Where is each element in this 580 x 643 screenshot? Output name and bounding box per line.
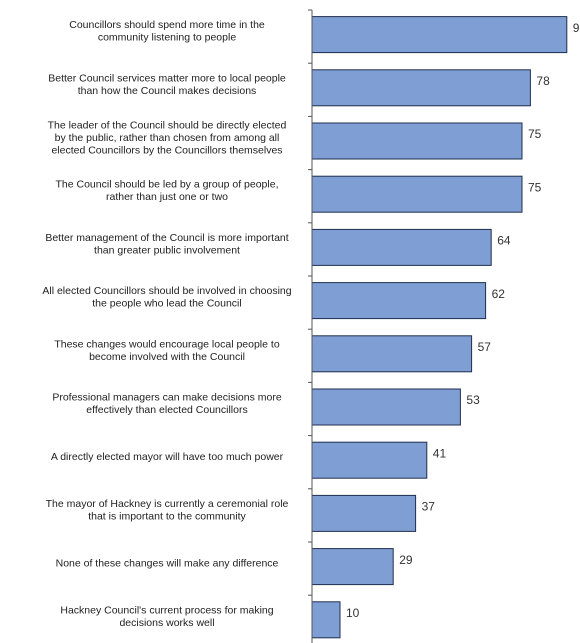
category-labels-group: Councillors should spend more time in th… — [42, 19, 291, 629]
category-label-line: that is important to the community — [88, 510, 246, 522]
bar — [311, 441, 428, 479]
category-label-line: Hackney Council's current process for ma… — [60, 604, 273, 616]
category-label: The leader of the Council should be dire… — [48, 119, 287, 156]
category-label: None of these changes will make any diff… — [56, 557, 279, 569]
value-label: 75 — [528, 127, 542, 141]
category-label: Hackney Council's current process for ma… — [60, 604, 273, 629]
category-label-line: The mayor of Hackney is currently a cere… — [46, 498, 289, 510]
category-label-line: All elected Councillors should be involv… — [42, 285, 291, 297]
category-label: The mayor of Hackney is currently a cere… — [46, 498, 289, 523]
category-label-line: community listening to people — [98, 32, 236, 44]
value-label: 57 — [478, 340, 492, 354]
category-label-line: Better Council services matter more to l… — [48, 72, 286, 84]
bar — [311, 228, 492, 266]
category-label: Better Council services matter more to l… — [48, 72, 286, 97]
value-label: 64 — [497, 234, 511, 248]
category-label-line: Professional managers can make decisions… — [52, 392, 282, 404]
category-label-line: become involved with the Council — [89, 351, 245, 363]
category-label: Better management of the Council is more… — [45, 232, 288, 257]
category-label-line: effectively than elected Councillors — [86, 404, 247, 416]
category-label-line: The leader of the Council should be dire… — [48, 119, 287, 131]
category-label-line: These changes would encourage local peop… — [54, 338, 279, 350]
value-label: 91 — [573, 21, 580, 35]
value-label: 53 — [466, 393, 480, 407]
value-label: 78 — [536, 74, 550, 88]
bar — [311, 335, 473, 373]
category-label-line: decisions works well — [119, 617, 214, 629]
value-label: 41 — [433, 446, 447, 460]
category-label: The Council should be led by a group of … — [56, 179, 279, 204]
bar — [311, 175, 523, 213]
category-label-line: the people who lead the Council — [92, 298, 241, 310]
category-label-line: elected Councillors by the Councillors t… — [51, 144, 282, 156]
value-label: 37 — [422, 500, 436, 514]
category-label-line: None of these changes will make any diff… — [56, 557, 279, 569]
category-label: Councillors should spend more time in th… — [69, 19, 265, 43]
category-label-line: by the public, rather than chosen from a… — [55, 132, 280, 144]
bar — [311, 494, 417, 532]
bar — [311, 601, 341, 639]
category-label-line: than greater public involvement — [94, 244, 240, 256]
category-label: Professional managers can make decisions… — [52, 392, 282, 417]
category-axis — [308, 9, 313, 643]
value-label: 62 — [492, 287, 506, 301]
bars-group — [311, 16, 568, 639]
value-label: 29 — [399, 553, 413, 567]
bar — [311, 388, 461, 426]
category-label-line: The Council should be led by a group of … — [56, 179, 279, 191]
bar — [311, 548, 394, 586]
bar — [311, 16, 568, 54]
value-labels-group: 91 78 75 75 64 62 57 53 41 37 29 10 — [346, 21, 580, 620]
category-label-line: Better management of the Council is more… — [45, 232, 288, 244]
value-label: 10 — [346, 606, 360, 620]
bar — [311, 282, 487, 320]
category-label: These changes would encourage local peop… — [54, 338, 279, 363]
category-label-line: A directly elected mayor will have too m… — [51, 451, 284, 463]
category-label-line: Councillors should spend more time in th… — [69, 19, 265, 31]
category-label-line: than how the Council makes decisions — [78, 85, 257, 97]
bar — [311, 69, 531, 107]
category-label: All elected Councillors should be involv… — [42, 285, 291, 310]
category-label: A directly elected mayor will have too m… — [51, 451, 284, 463]
value-label: 75 — [528, 180, 542, 194]
bar — [311, 122, 523, 160]
category-label-line: rather than just one or two — [106, 191, 228, 203]
